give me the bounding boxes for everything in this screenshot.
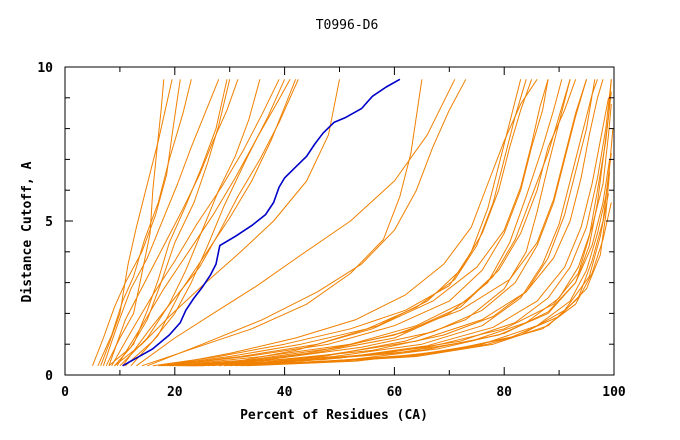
- series-line-23: [166, 79, 549, 367]
- series-line-25: [172, 79, 577, 367]
- series-line-44: [246, 193, 609, 367]
- series-line-3: [100, 79, 173, 366]
- series-line-10: [119, 79, 261, 367]
- x-tick-label: 80: [496, 385, 512, 400]
- x-tick-label: 40: [277, 385, 293, 400]
- series-line-37: [207, 79, 587, 367]
- series-line-7: [111, 79, 280, 367]
- chart-title: T0996-D6: [316, 18, 379, 33]
- series-line-39: [218, 79, 563, 367]
- series-line-42: [235, 97, 609, 367]
- series-line-16: [136, 79, 456, 367]
- x-axis-label: Percent of Residues (CA): [240, 408, 428, 423]
- series-line-14: [108, 79, 231, 367]
- series-layer: [92, 78, 614, 367]
- x-tick-label: 0: [61, 385, 69, 400]
- series-line-20: [158, 79, 527, 367]
- series-line-19: [152, 79, 522, 367]
- x-tick-label: 100: [602, 385, 626, 400]
- series-line-24: [169, 79, 571, 367]
- y-tick-label: 0: [45, 369, 53, 384]
- series-line-15: [114, 79, 340, 367]
- series-line-26: [174, 79, 587, 367]
- series-line-4: [102, 79, 220, 366]
- series-line-43: [240, 159, 611, 367]
- x-tick-label: 60: [387, 385, 403, 400]
- series-line-36: [202, 79, 604, 367]
- y-axis-label: Distance Cutoff, A: [20, 161, 35, 302]
- y-tick-label: 10: [37, 61, 53, 76]
- series-line-18: [147, 79, 467, 367]
- series-line-17: [141, 79, 423, 367]
- series-line-2: [97, 79, 192, 367]
- series-line-40: [224, 79, 571, 367]
- series-line-5: [105, 79, 165, 367]
- series-line-8: [114, 79, 228, 367]
- series-line-6: [108, 79, 239, 366]
- axis-layer: 0 20 40 60 80 100 0 5 10: [37, 61, 626, 400]
- series-line-22: [163, 79, 538, 367]
- series-line-11: [122, 79, 299, 367]
- highlight-series-line: [122, 78, 401, 367]
- series-line-21: [161, 79, 533, 367]
- x-tick-label: 20: [167, 385, 183, 400]
- y-tick-label: 5: [45, 215, 53, 230]
- series-line-41: [229, 79, 598, 367]
- series-line-38: [213, 79, 549, 367]
- series-line-1: [92, 79, 181, 366]
